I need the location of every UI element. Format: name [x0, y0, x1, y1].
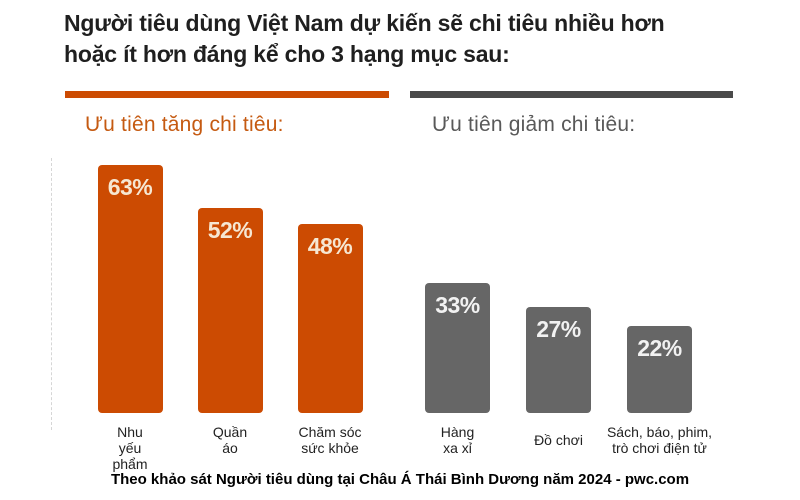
bar-nhu-yeu-pham: 63%	[97, 165, 163, 413]
increase-bar-group: 63% Nhu yếu phẩm 52% Quần áo 48% Chăm só…	[80, 165, 380, 472]
decrease-bar-group: 33% Hàng xa xỉ 27% Đồ chơi 22% Sách, báo…	[407, 283, 712, 456]
bar-column: 48% Chăm sóc sức khỏe	[280, 224, 380, 456]
bar-category-label: Sách, báo, phim, trò chơi điện tử	[606, 424, 713, 456]
bar-value-label: 48%	[307, 233, 353, 259]
bar-category-label: Quần áo	[212, 424, 248, 456]
bar-column: 27% Đồ chơi	[508, 307, 609, 448]
bar-column: 63% Nhu yếu phẩm	[80, 165, 180, 472]
bar-column: 33% Hàng xa xỉ	[407, 283, 508, 456]
bar-value-label: 63%	[107, 174, 153, 200]
bar-do-choi: 27%	[526, 307, 591, 413]
decrease-section-header: Ưu tiên giảm chi tiêu:	[432, 113, 636, 136]
bar-category-label: Đồ chơi	[534, 432, 583, 448]
bar-value-label: 52%	[207, 217, 253, 243]
increase-section-header: Ưu tiên tăng chi tiêu:	[85, 113, 284, 136]
bar-column: 22% Sách, báo, phim, trò chơi điện tử	[607, 326, 712, 456]
bar-category-label: Hàng xa xỉ	[440, 424, 475, 456]
bar-quan-ao: 52%	[197, 208, 263, 413]
bar-value-label: 27%	[536, 316, 581, 342]
page-title: Người tiêu dùng Việt Nam dự kiến sẽ chi …	[64, 10, 665, 67]
bar-value-label: 22%	[637, 335, 682, 361]
decrease-section-divider	[410, 91, 733, 98]
bar-cham-soc-suc-khoe: 48%	[297, 224, 363, 413]
bar-value-label: 33%	[435, 292, 480, 318]
bar-column: 52% Quần áo	[180, 208, 280, 456]
bar-category-label: Nhu yếu phẩm	[112, 424, 148, 472]
bar-sach-bao-phim: 22%	[627, 326, 692, 413]
bar-hang-xa-xi: 33%	[425, 283, 490, 413]
increase-section-divider	[65, 91, 389, 98]
bar-category-label: Chăm sóc sức khỏe	[298, 424, 362, 456]
source-caption: Theo khảo sát Người tiêu dùng tại Châu Á…	[110, 471, 690, 488]
y-axis-dashed-line	[51, 158, 52, 430]
